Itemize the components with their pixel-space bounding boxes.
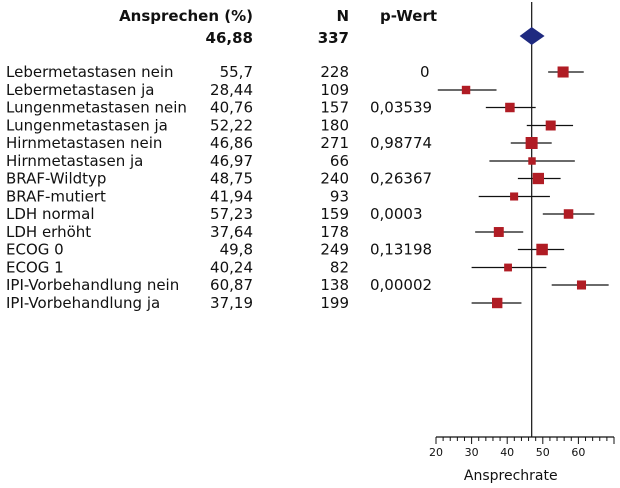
- point-marker: [545, 120, 556, 131]
- row-n: 180: [320, 117, 349, 135]
- row-n: 240: [320, 170, 349, 188]
- group-p-value: 0,00002: [370, 276, 432, 294]
- row-n: 271: [320, 134, 349, 152]
- point-marker: [557, 66, 569, 78]
- group-p-value: 0,0003: [370, 205, 423, 223]
- row-response: 46,97: [210, 152, 253, 170]
- header-p: p-Wert: [380, 7, 437, 25]
- row-label: BRAF-mutiert: [6, 188, 106, 206]
- point-marker: [528, 157, 536, 165]
- point-marker: [491, 297, 503, 309]
- row-label: Lebermetastasen ja: [6, 81, 154, 99]
- group-p-value: 0,13198: [370, 241, 432, 259]
- point-marker: [532, 172, 545, 185]
- row-n: 66: [330, 152, 349, 170]
- point-marker: [536, 243, 548, 256]
- row-n: 82: [330, 259, 349, 277]
- x-tick-label: 40: [500, 446, 514, 459]
- row-response: 46,86: [210, 134, 253, 152]
- row-response: 28,44: [210, 81, 253, 99]
- row-n: 93: [330, 188, 349, 206]
- row-response: 37,19: [210, 294, 253, 312]
- row-n: 138: [320, 276, 349, 294]
- row-label: ECOG 1: [6, 259, 64, 277]
- row-n: 249: [320, 241, 349, 259]
- point-marker: [525, 137, 538, 149]
- overall-diamond: [519, 27, 545, 45]
- row-label: Hirnmetastasen ja: [6, 152, 143, 170]
- group-p-value: 0,03539: [370, 99, 432, 117]
- row-n: 178: [320, 223, 349, 241]
- row-n: 228: [320, 63, 349, 81]
- point-marker: [510, 192, 519, 201]
- x-tick-label: 50: [536, 446, 550, 459]
- x-tick-label: 60: [571, 446, 585, 459]
- header-response: Ansprechen (%): [119, 7, 253, 25]
- group-p-value: 0,26367: [370, 170, 432, 188]
- point-marker: [461, 85, 471, 95]
- x-tick-label: 30: [465, 446, 479, 459]
- point-marker: [504, 263, 512, 272]
- row-response: 48,75: [210, 170, 253, 188]
- point-marker: [563, 209, 574, 219]
- row-response: 60,87: [210, 276, 253, 294]
- row-label: BRAF-Wildtyp: [6, 170, 106, 188]
- row-label: IPI-Vorbehandlung nein: [6, 276, 179, 294]
- row-label: Lebermetastasen nein: [6, 63, 174, 81]
- point-marker: [505, 102, 515, 113]
- row-label: LDH erhöht: [6, 223, 91, 241]
- row-label: ECOG 0: [6, 241, 64, 259]
- row-response: 40,24: [210, 259, 253, 277]
- row-n: 109: [320, 81, 349, 99]
- group-p-value: 0: [420, 63, 430, 81]
- group-p-value: 0,98774: [370, 134, 432, 152]
- row-label: Lungenmetastasen nein: [6, 99, 187, 117]
- header-n: N: [336, 7, 349, 25]
- row-label: Lungenmetastasen ja: [6, 117, 168, 135]
- overall-response: 46,88: [206, 29, 253, 47]
- row-label: Hirnmetastasen nein: [6, 134, 162, 152]
- row-label: LDH normal: [6, 205, 95, 223]
- row-response: 55,7: [220, 63, 253, 81]
- row-response: 49,8: [220, 241, 253, 259]
- row-label: IPI-Vorbehandlung ja: [6, 294, 160, 312]
- row-response: 52,22: [210, 117, 253, 135]
- overall-n: 337: [318, 29, 349, 47]
- row-n: 157: [320, 99, 349, 117]
- point-marker: [576, 280, 587, 290]
- row-response: 37,64: [210, 223, 253, 241]
- point-marker: [493, 227, 504, 237]
- row-n: 159: [320, 205, 349, 223]
- x-tick-label: 20: [429, 446, 443, 459]
- row-response: 57,23: [210, 205, 253, 223]
- row-n: 199: [320, 294, 349, 312]
- row-response: 40,76: [210, 99, 253, 117]
- x-axis-title: Ansprechrate: [464, 468, 558, 484]
- row-response: 41,94: [210, 188, 253, 206]
